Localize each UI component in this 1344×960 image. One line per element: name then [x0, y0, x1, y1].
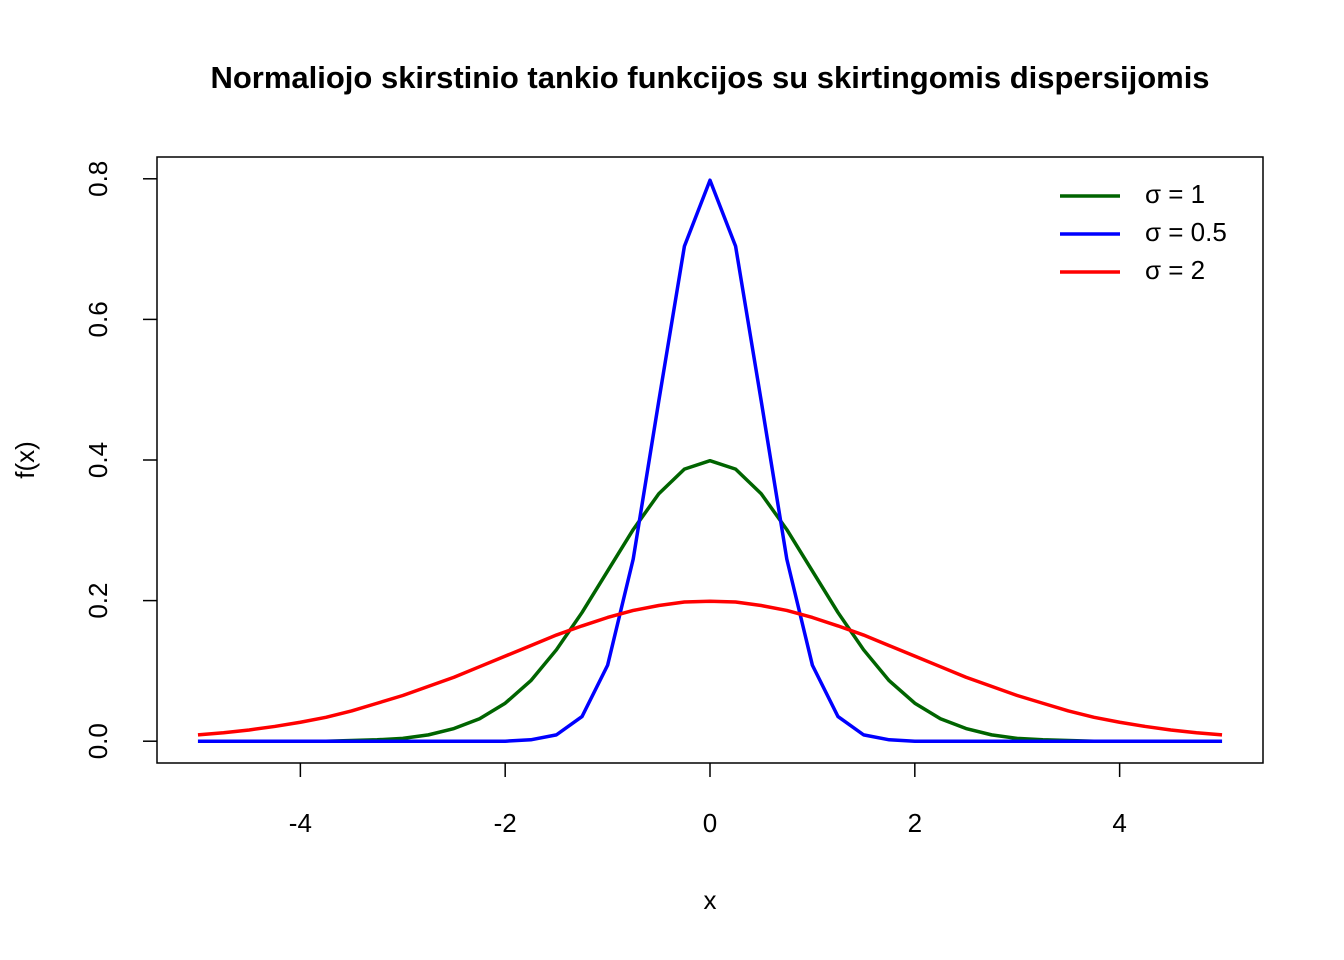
legend-label: σ = 1 — [1145, 179, 1205, 209]
y-tick-label: 0.0 — [83, 723, 113, 759]
y-tick-label: 0.4 — [83, 442, 113, 478]
y-tick-label: 0.2 — [83, 583, 113, 619]
x-axis-label: x — [704, 885, 717, 915]
legend-label: σ = 0.5 — [1145, 217, 1227, 247]
x-tick-label: 4 — [1112, 808, 1126, 838]
x-tick-label: 2 — [908, 808, 922, 838]
y-tick-label: 0.8 — [83, 161, 113, 197]
x-tick-label: -4 — [289, 808, 312, 838]
y-axis-label: f(x) — [10, 441, 40, 479]
legend-label: σ = 2 — [1145, 255, 1205, 285]
y-tick-label: 0.6 — [83, 301, 113, 337]
chart-title: Normaliojo skirstinio tankio funkcijos s… — [210, 60, 1209, 95]
series-line — [197, 178, 1223, 743]
x-tick-label: -2 — [494, 808, 517, 838]
x-tick-label: 0 — [703, 808, 717, 838]
series-line — [197, 599, 1223, 737]
